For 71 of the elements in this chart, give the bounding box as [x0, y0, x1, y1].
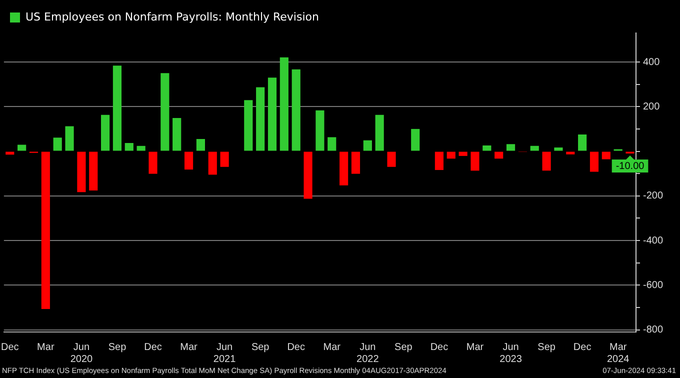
- bar: [112, 66, 122, 151]
- x-tick-label: Sep: [108, 342, 127, 353]
- legend-label: US Employees on Nonfarm Payrolls: Monthly Revision: [26, 10, 320, 24]
- bar: [566, 152, 575, 154]
- y-tick-label: -400: [642, 235, 664, 246]
- bar: [411, 128, 420, 151]
- bar: [542, 152, 551, 171]
- x-tick-label: Mar: [180, 342, 198, 353]
- y-tick-label: 200: [642, 101, 660, 112]
- bar: [89, 152, 98, 191]
- bar: [316, 110, 324, 151]
- bar: [470, 152, 480, 171]
- bar: [280, 57, 288, 151]
- bar: [124, 143, 134, 151]
- bar: [494, 152, 504, 159]
- bar: [363, 140, 372, 151]
- bar: [101, 114, 110, 151]
- bar: [602, 152, 610, 160]
- x-tick-label: Dec: [430, 342, 448, 353]
- bar: [351, 152, 360, 174]
- y-tick-label: -800: [642, 324, 664, 336]
- x-tick-label: Sep: [394, 342, 413, 353]
- bar: [530, 146, 539, 151]
- bar: [18, 144, 26, 151]
- bar: [292, 69, 300, 151]
- y-tick-label: -200: [642, 190, 664, 202]
- x-tick-label: Dec: [0, 342, 19, 353]
- bar: [172, 118, 182, 151]
- bar: [387, 152, 396, 167]
- x-tick-label: Jun 2023: [500, 342, 522, 365]
- y-tick-label: 400: [642, 56, 660, 68]
- x-tick-label: Sep: [251, 342, 270, 353]
- bar: [196, 138, 205, 151]
- bar: [184, 152, 194, 170]
- bar: [41, 152, 50, 310]
- bar: [340, 152, 348, 186]
- bar: [304, 152, 312, 199]
- bar: [578, 134, 587, 151]
- bar: [506, 144, 516, 151]
- x-tick-label: Sep: [538, 342, 556, 353]
- bar: [256, 87, 265, 151]
- x-tick-label: Dec: [144, 342, 162, 353]
- data-label: -10.00: [616, 161, 645, 172]
- bar: [77, 152, 86, 192]
- x-tick-label: Jun 2022: [356, 342, 380, 365]
- bar: [148, 152, 158, 174]
- bar: [554, 147, 563, 151]
- x-tick-label: Mar: [323, 342, 342, 353]
- bar: [244, 100, 253, 151]
- x-tick-label: Jun 2020: [70, 342, 94, 365]
- x-tick-label: Mar: [466, 342, 484, 353]
- bar: [53, 138, 62, 151]
- bar: [590, 152, 599, 172]
- x-tick-label: Mar: [37, 342, 55, 353]
- x-tick-label: Mar 2024: [606, 342, 630, 365]
- bar: [268, 78, 277, 151]
- bar: [482, 145, 492, 151]
- bar: [328, 137, 336, 151]
- bar: [65, 126, 74, 151]
- bar: [375, 114, 384, 151]
- bar: [208, 152, 217, 175]
- x-tick-label: Dec: [573, 342, 592, 353]
- bar: [160, 73, 170, 151]
- bar: [136, 146, 146, 151]
- bar: [446, 152, 456, 159]
- bar: [220, 152, 229, 167]
- x-tick-label: Dec: [287, 342, 306, 353]
- bar: [458, 152, 468, 156]
- x-tick-label: Jun 2021: [213, 342, 236, 365]
- bar: [434, 152, 444, 170]
- y-tick-label: -600: [642, 280, 664, 291]
